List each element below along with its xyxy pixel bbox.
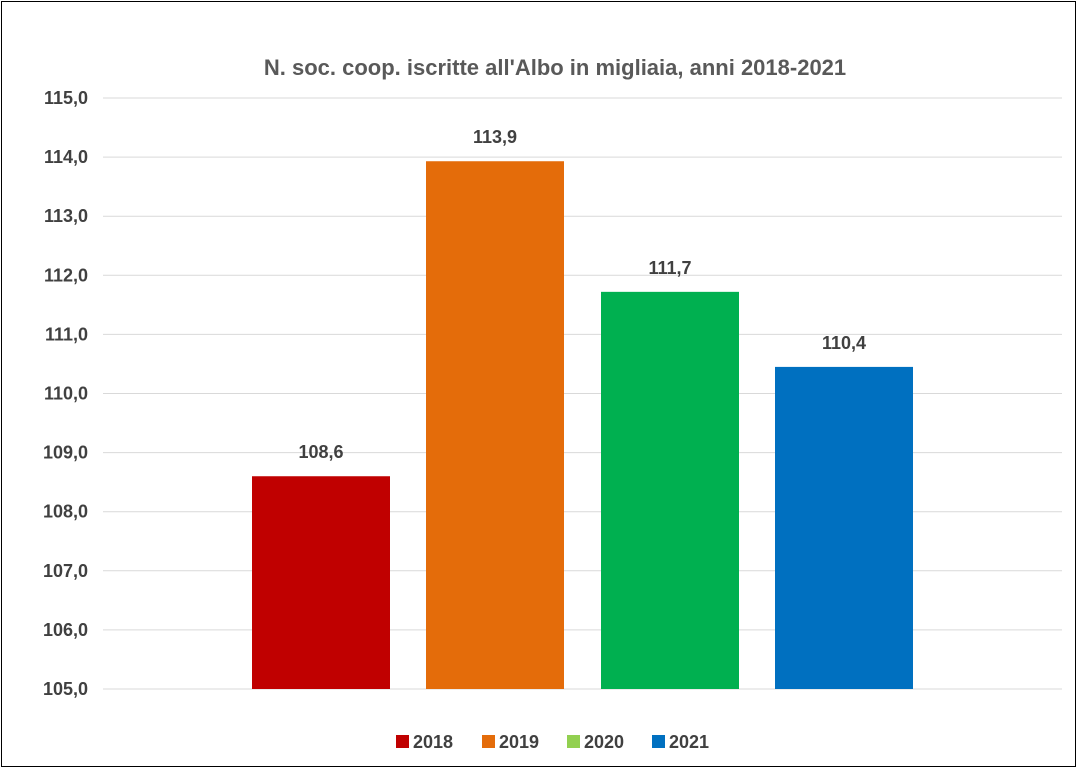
bar-2021 [775, 366, 913, 689]
data-labels: 108,6 113,9 111,7 110,4 [298, 127, 866, 462]
data-label-2020: 111,7 [648, 258, 691, 278]
legend-swatch-2019 [482, 735, 495, 748]
legend-label-2021: 2021 [669, 732, 709, 752]
legend-label-2020: 2020 [584, 732, 624, 752]
data-label-2021: 110,4 [822, 333, 866, 353]
bars [252, 161, 913, 689]
legend-label-2019: 2019 [499, 732, 539, 752]
y-tick-label: 113,0 [44, 206, 88, 226]
bar-2018 [252, 476, 390, 689]
bar-2020 [601, 291, 739, 689]
bar-2019 [426, 161, 564, 689]
y-tick-label: 107,0 [43, 561, 88, 581]
y-tick-label: 106,0 [43, 620, 88, 640]
legend: 2018 2019 2020 2021 [396, 732, 709, 752]
y-tick-label: 109,0 [43, 443, 88, 463]
y-tick-label: 111,0 [45, 324, 88, 344]
y-tick-label: 110,0 [44, 384, 88, 404]
gridlines [103, 97, 1062, 690]
legend-swatch-2018 [396, 735, 409, 748]
legend-swatch-2021 [652, 735, 665, 748]
y-tick-label: 112,0 [44, 265, 88, 285]
y-tick-label: 108,0 [43, 502, 88, 522]
y-tick-label: 114,0 [44, 147, 88, 167]
y-tick-label: 105,0 [43, 679, 88, 699]
data-label-2019: 113,9 [473, 127, 517, 147]
legend-swatch-2020 [567, 735, 580, 748]
y-axis-tick-labels: 105,0 106,0 107,0 108,0 109,0 110,0 111,0 112,0… [43, 88, 88, 699]
y-tick-label: 115,0 [44, 88, 88, 108]
data-label-2018: 108,6 [298, 442, 343, 462]
legend-label-2018: 2018 [413, 732, 453, 752]
chart-title: N. soc. coop. iscritte all'Albo in migli… [264, 55, 846, 80]
